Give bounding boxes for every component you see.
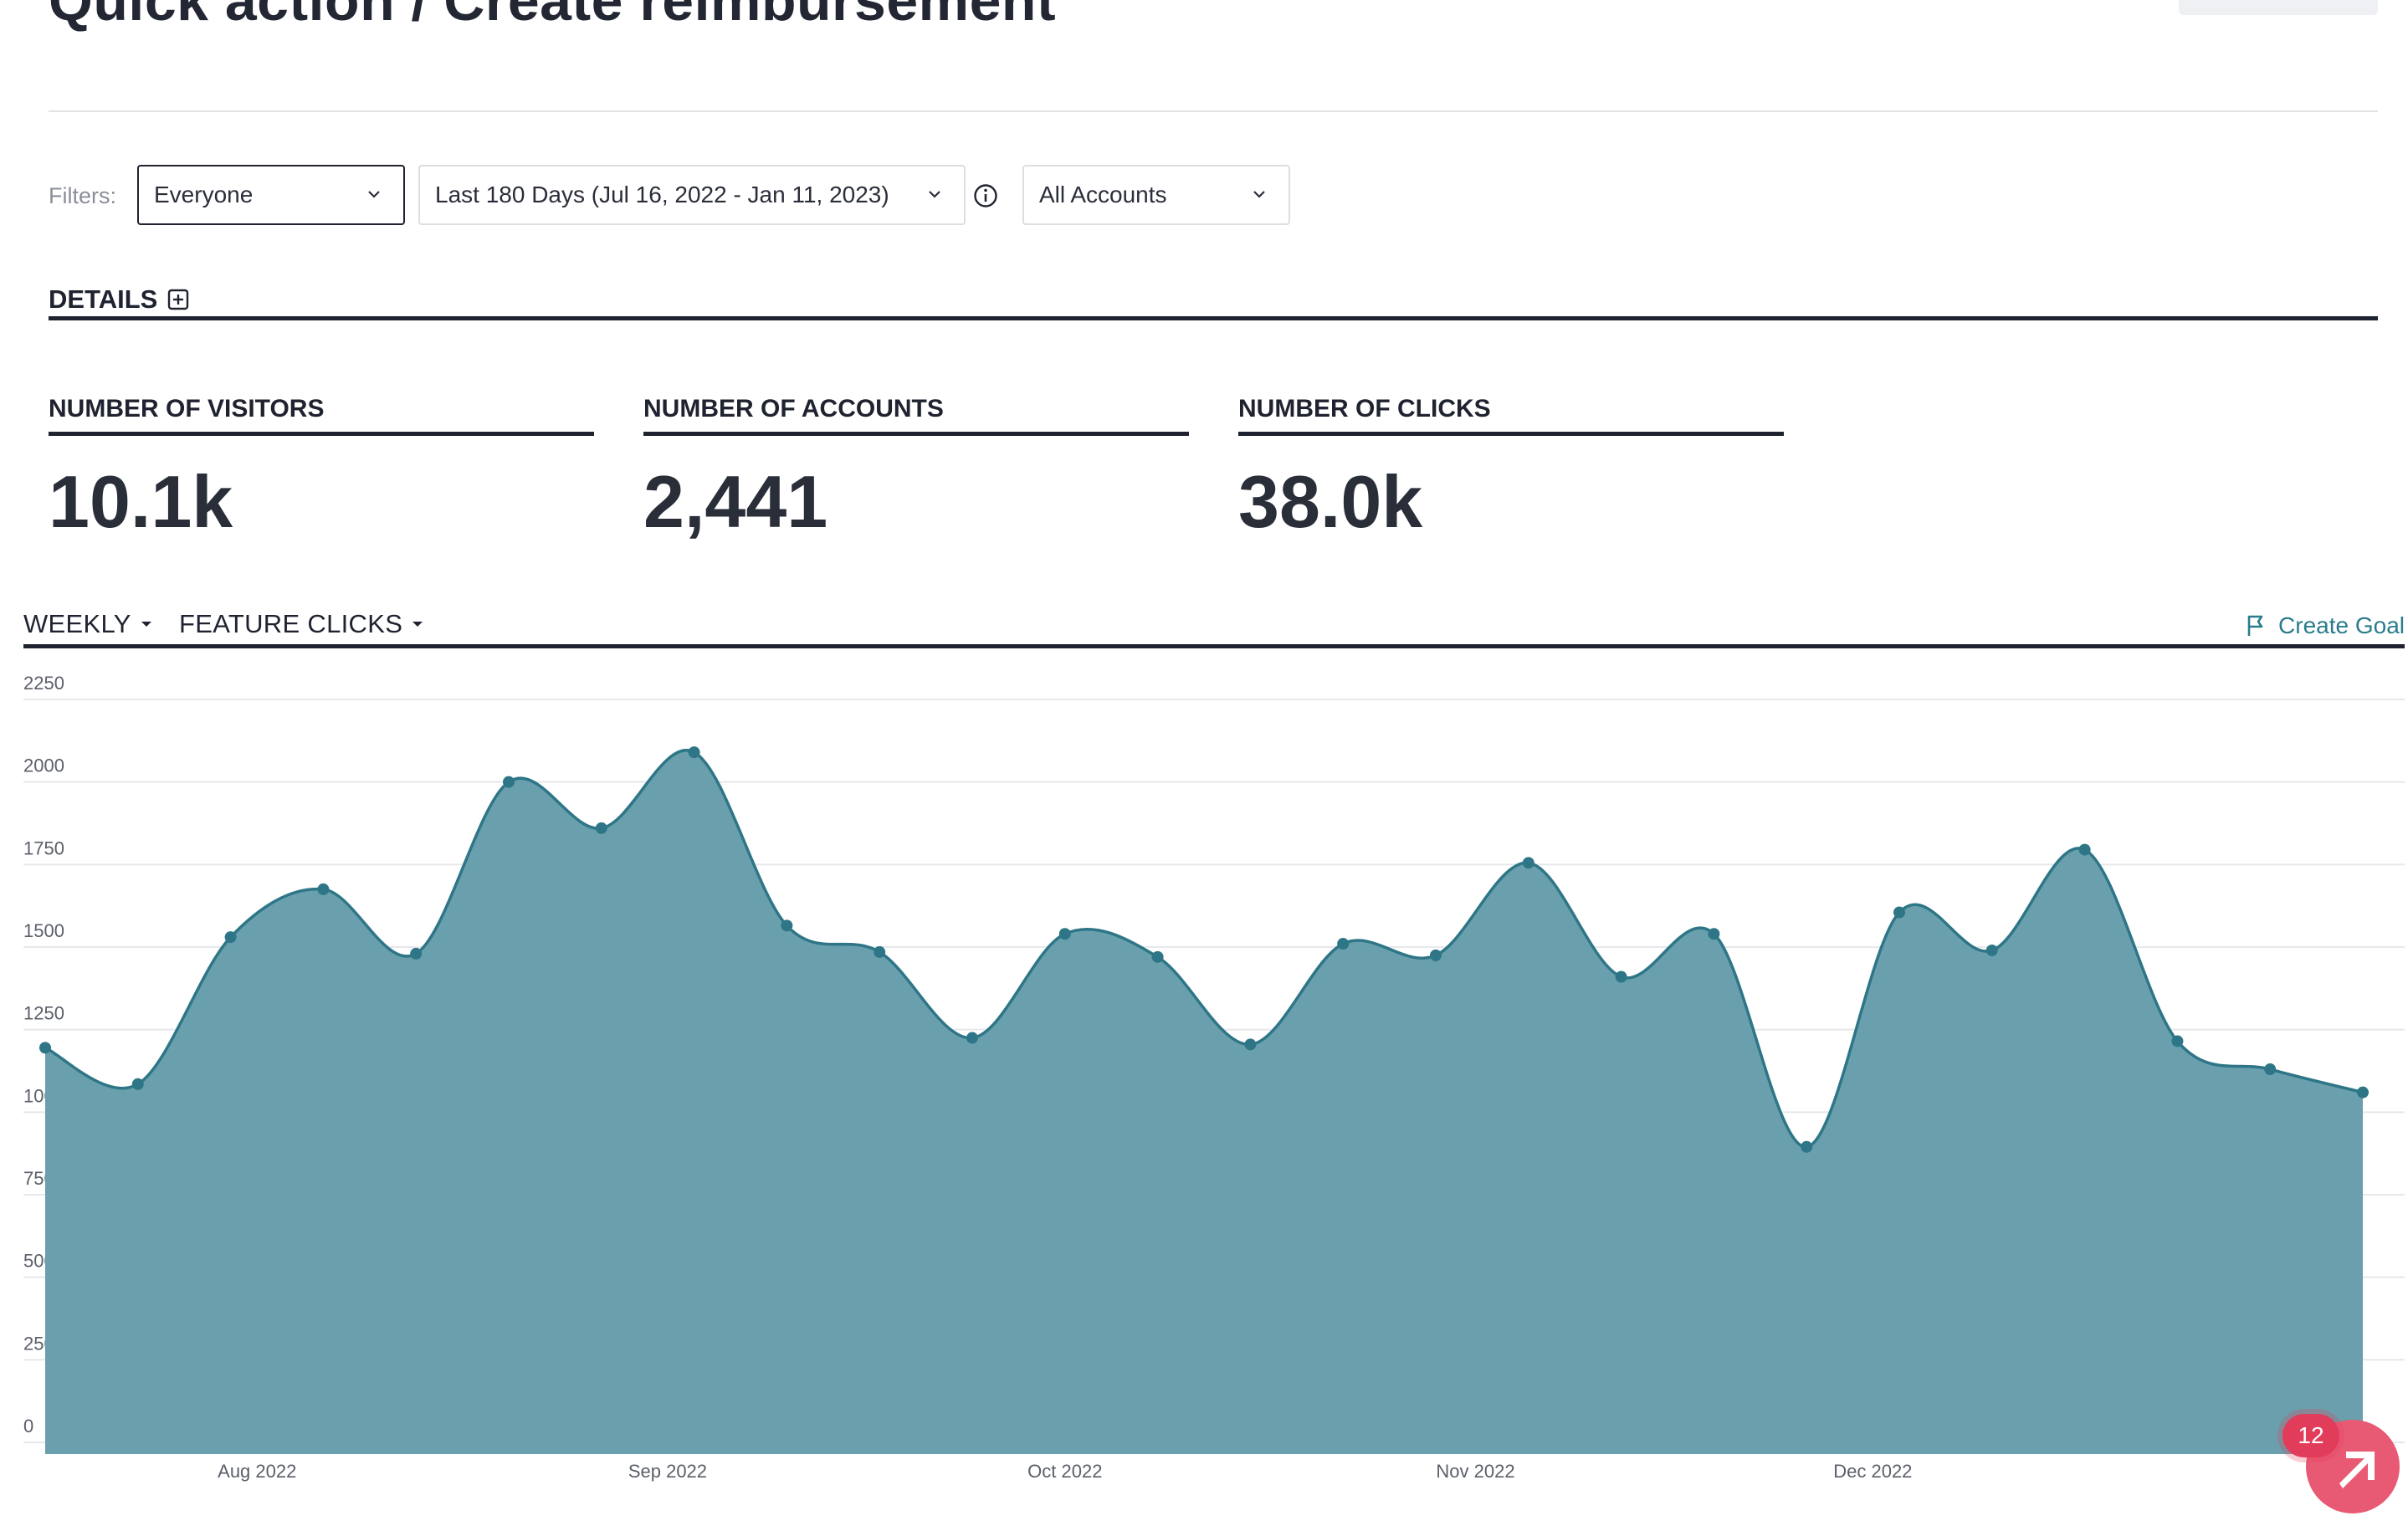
area-fill — [45, 750, 2363, 1454]
y-tick-label: 1500 — [23, 920, 64, 941]
data-point — [1430, 949, 1442, 961]
details-label: DETAILS — [49, 284, 158, 314]
flag-icon — [2247, 615, 2263, 636]
chat-icon — [2339, 1452, 2375, 1488]
y-tick-label: 0 — [23, 1416, 33, 1436]
caret-down-icon — [141, 622, 151, 627]
chart-header: WEEKLY FEATURE CLICKS Create Goal — [23, 609, 2405, 651]
x-tick-label: Sep 2022 — [628, 1461, 707, 1482]
accounts-dropdown-value: All Accounts — [1039, 182, 1167, 207]
data-point — [1985, 944, 1998, 956]
y-tick-label: 2000 — [23, 755, 64, 776]
data-point — [1058, 928, 1071, 940]
data-point — [1801, 1140, 1813, 1153]
data-point — [1522, 857, 1534, 869]
data-point — [410, 947, 423, 960]
metric-value: 38.0k — [1238, 460, 1423, 543]
header-action-button[interactable] — [2179, 0, 2378, 15]
data-point — [2078, 843, 2091, 856]
interval-dropdown[interactable]: WEEKLY — [23, 609, 153, 639]
chart-header-divider — [23, 644, 2405, 648]
data-point — [503, 776, 515, 788]
segment-dropdown-value: Everyone — [154, 182, 254, 207]
info-icon[interactable] — [972, 182, 999, 209]
data-point — [595, 822, 607, 834]
caret-down-icon — [412, 622, 423, 627]
metric-dropdown-label: FEATURE CLICKS — [179, 609, 403, 638]
y-tick-label: 1250 — [23, 1003, 64, 1024]
metric-label: NUMBER OF CLICKS — [1238, 395, 1784, 436]
interval-label: WEEKLY — [23, 609, 131, 638]
date-range-dropdown-value: Last 180 Days (Jul 16, 2022 - Jan 11, 20… — [435, 182, 889, 207]
metric-value: 2,441 — [643, 460, 828, 543]
data-point — [2264, 1063, 2277, 1076]
date-range-dropdown[interactable]: Last 180 Days (Jul 16, 2022 - Jan 11, 20… — [418, 165, 966, 225]
data-point — [874, 945, 886, 958]
expand-plus-icon[interactable] — [167, 289, 189, 310]
metric-value: 10.1k — [49, 460, 233, 543]
metric-label: NUMBER OF VISITORS — [49, 395, 594, 436]
chevron-down-icon — [929, 191, 940, 198]
metric-card-clicks: NUMBER OF CLICKS 38.0k — [1238, 395, 1784, 545]
chevron-down-icon — [368, 191, 380, 198]
page-title: Quick action / Create reimbursement — [49, 0, 1057, 33]
data-point — [317, 883, 330, 895]
x-tick-label: Aug 2022 — [218, 1461, 296, 1482]
metric-dropdown[interactable]: FEATURE CLICKS — [179, 609, 424, 639]
data-point — [781, 919, 793, 932]
x-tick-label: Dec 2022 — [1833, 1461, 1912, 1482]
accounts-dropdown[interactable]: All Accounts — [1022, 165, 1290, 225]
data-point — [2357, 1086, 2369, 1098]
data-point — [1893, 906, 1905, 919]
data-point — [1244, 1038, 1257, 1051]
x-tick-label: Nov 2022 — [1436, 1461, 1514, 1482]
data-point — [224, 931, 237, 944]
metric-card-visitors: NUMBER OF VISITORS 10.1k — [49, 395, 594, 545]
data-point — [1337, 938, 1350, 950]
chat-notification-badge: 12 — [2282, 1414, 2339, 1457]
create-goal-button[interactable]: Create Goal — [2245, 612, 2405, 639]
y-tick-label: 1750 — [23, 837, 64, 858]
details-tab[interactable]: DETAILS — [49, 284, 189, 315]
data-point — [131, 1078, 144, 1090]
data-point — [2171, 1035, 2184, 1047]
segment-dropdown[interactable]: Everyone — [137, 165, 405, 225]
metric-card-accounts: NUMBER OF ACCOUNTS 2,441 — [643, 395, 1189, 545]
series-line — [44, 749, 2364, 1149]
data-point — [39, 1042, 51, 1054]
data-point — [966, 1032, 978, 1044]
chevron-down-icon — [1253, 191, 1265, 198]
data-point — [1151, 950, 1164, 963]
data-point — [1708, 928, 1720, 940]
metric-label: NUMBER OF ACCOUNTS — [643, 395, 1189, 436]
x-tick-label: Oct 2022 — [1027, 1461, 1102, 1482]
y-tick-label: 2250 — [23, 673, 64, 694]
details-divider — [49, 316, 2378, 320]
filters-label: Filters: — [49, 183, 116, 208]
data-point — [1615, 970, 1627, 983]
create-goal-label: Create Goal — [2278, 612, 2405, 638]
title-divider — [49, 110, 2378, 112]
data-point — [688, 746, 700, 759]
